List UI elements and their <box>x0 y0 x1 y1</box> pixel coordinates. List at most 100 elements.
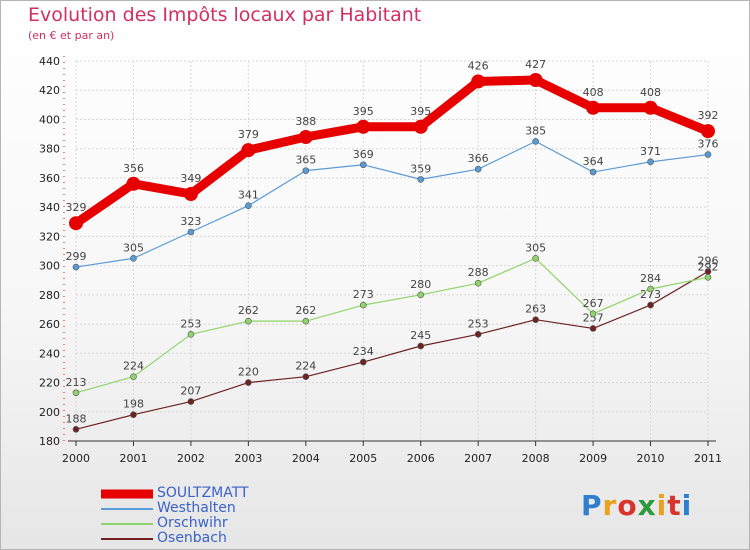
data-label: 359 <box>410 162 431 175</box>
data-label: 369 <box>353 148 374 161</box>
y-tick-label: 420 <box>39 84 60 97</box>
data-label: 364 <box>583 155 604 168</box>
data-point <box>474 331 482 338</box>
data-label: 395 <box>410 105 431 118</box>
data-label: 262 <box>295 304 316 317</box>
x-tick-label: 2003 <box>234 452 262 465</box>
y-tick-label: 240 <box>39 347 60 360</box>
data-label: 299 <box>66 250 87 263</box>
data-point <box>359 161 367 169</box>
data-point <box>589 168 597 176</box>
data-point <box>589 325 597 332</box>
data-point <box>704 151 712 158</box>
y-tick-label: 400 <box>39 113 60 126</box>
data-point <box>474 279 482 287</box>
data-point <box>417 291 425 299</box>
data-point <box>359 301 367 309</box>
series-line-osenbach <box>75 270 709 430</box>
data-label: 388 <box>295 115 316 128</box>
data-point <box>245 202 252 209</box>
data-point <box>130 373 137 380</box>
data-point <box>704 274 712 281</box>
logo-letter: x <box>637 489 657 522</box>
data-label: 292 <box>698 260 719 273</box>
data-label: 198 <box>123 398 144 411</box>
x-tick-label: 2011 <box>694 452 722 465</box>
data-point <box>359 358 367 366</box>
legend-label: Westhalten <box>157 500 236 516</box>
y-tick-label: 300 <box>39 260 60 273</box>
x-tick-label: 2009 <box>579 452 607 465</box>
proxiti-logo: Proxiti <box>581 489 692 522</box>
data-label: 220 <box>238 366 259 379</box>
data-label: 349 <box>180 172 201 185</box>
data-point <box>647 285 654 293</box>
data-label: 257 <box>583 311 604 324</box>
series-line-westhalten <box>75 140 709 268</box>
data-label: 376 <box>698 138 719 151</box>
y-tick-label: 340 <box>39 201 60 214</box>
data-point <box>72 389 80 397</box>
y-tick-label: 440 <box>39 55 60 68</box>
data-point <box>413 119 428 134</box>
x-tick-label: 2001 <box>119 452 147 465</box>
data-point <box>187 398 195 405</box>
legend-swatch <box>101 537 153 540</box>
data-label: 305 <box>123 241 144 254</box>
data-label: 284 <box>640 272 661 285</box>
data-point <box>72 263 80 271</box>
data-label: 365 <box>295 154 316 167</box>
series-line-orschwihr <box>75 257 709 394</box>
data-point <box>532 255 539 262</box>
x-tick-label: 2005 <box>349 452 377 465</box>
legend-swatch <box>101 522 153 525</box>
y-tick-label: 180 <box>39 435 60 448</box>
data-label: 329 <box>66 201 87 214</box>
data-label: 379 <box>238 128 259 141</box>
data-point <box>72 426 80 433</box>
y-tick-label: 260 <box>39 318 60 331</box>
data-label: 392 <box>698 109 719 122</box>
data-point <box>701 124 715 139</box>
logo-letter: r <box>602 489 618 522</box>
logo-letter: i <box>681 489 693 522</box>
data-label: 426 <box>468 59 489 72</box>
data-point <box>130 255 137 262</box>
y-tick-label: 380 <box>39 143 60 156</box>
data-point <box>302 373 310 380</box>
data-label: 213 <box>66 376 87 389</box>
legend-swatch <box>101 507 153 510</box>
data-label: 395 <box>353 105 374 118</box>
data-label: 371 <box>640 145 661 158</box>
y-tick-label: 280 <box>39 289 60 302</box>
data-label: 273 <box>353 288 374 301</box>
x-tick-label: 2010 <box>637 452 665 465</box>
data-point <box>187 331 195 338</box>
legend-swatch <box>101 489 153 498</box>
data-point <box>126 176 141 191</box>
data-label: 280 <box>410 278 431 291</box>
legend-label: Osenbach <box>157 530 227 546</box>
data-label: 224 <box>295 360 316 373</box>
data-point <box>245 379 252 386</box>
data-point <box>647 158 654 166</box>
data-label: 288 <box>468 266 489 279</box>
data-label: 267 <box>583 297 604 310</box>
data-point <box>474 165 482 173</box>
data-label: 253 <box>468 317 489 330</box>
data-label: 234 <box>353 345 374 358</box>
data-label: 253 <box>180 317 201 330</box>
data-label: 408 <box>583 86 604 99</box>
y-tick-label: 360 <box>39 172 60 185</box>
data-label: 408 <box>640 86 661 99</box>
data-point <box>183 187 198 201</box>
data-point <box>532 316 539 323</box>
data-point <box>356 119 371 134</box>
x-tick-label: 2000 <box>62 452 90 465</box>
data-label: 366 <box>468 152 489 165</box>
logo-letter: i <box>656 489 668 522</box>
data-point <box>302 317 310 325</box>
data-label: 207 <box>180 385 201 398</box>
data-label: 385 <box>525 124 546 137</box>
